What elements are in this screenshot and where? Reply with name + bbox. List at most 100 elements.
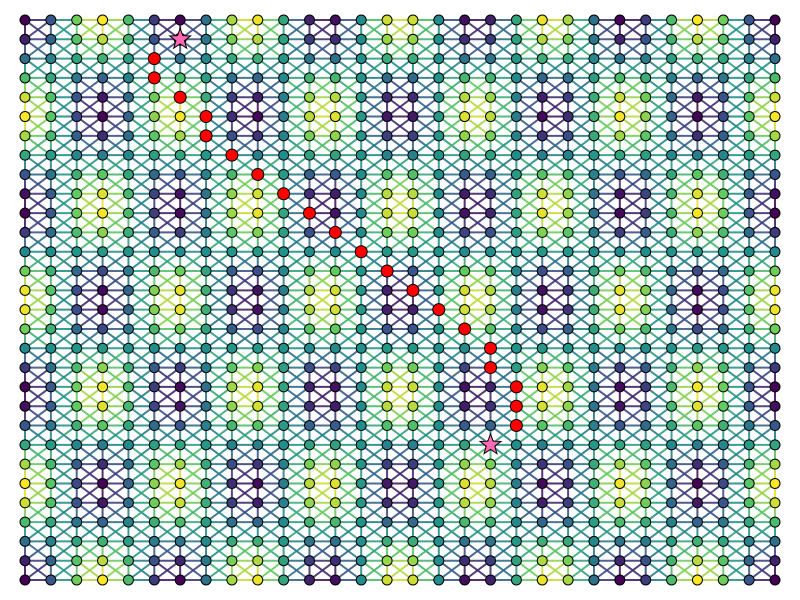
graph-node bbox=[329, 400, 341, 412]
graph-node bbox=[536, 111, 548, 123]
graph-node bbox=[252, 342, 264, 354]
graph-node bbox=[329, 91, 341, 103]
graph-node bbox=[355, 53, 367, 65]
graph-node bbox=[148, 535, 160, 547]
graph-node bbox=[278, 323, 290, 335]
graph-node bbox=[459, 111, 471, 123]
graph-node bbox=[355, 149, 367, 161]
graph-node bbox=[407, 53, 419, 65]
graph-node bbox=[614, 91, 626, 103]
graph-node bbox=[666, 33, 678, 45]
graph-node bbox=[407, 207, 419, 219]
path-node bbox=[432, 303, 446, 317]
graph-node bbox=[71, 168, 83, 180]
graph-node bbox=[691, 362, 703, 374]
graph-node bbox=[459, 226, 471, 238]
graph-node bbox=[433, 497, 445, 509]
graph-node bbox=[252, 91, 264, 103]
graph-node bbox=[743, 14, 755, 26]
graph-node bbox=[381, 91, 393, 103]
graph-node bbox=[640, 555, 652, 567]
graph-node bbox=[278, 342, 290, 354]
graph-node bbox=[485, 168, 497, 180]
graph-node bbox=[45, 342, 57, 354]
graph-node bbox=[303, 226, 315, 238]
graph-node bbox=[407, 188, 419, 200]
graph-node bbox=[743, 168, 755, 180]
graph-node bbox=[614, 458, 626, 470]
graph-node bbox=[174, 111, 186, 123]
graph-node bbox=[97, 265, 109, 277]
graph-node bbox=[459, 516, 471, 528]
graph-node bbox=[278, 477, 290, 489]
graph-node bbox=[562, 535, 574, 547]
graph-node bbox=[303, 458, 315, 470]
graph-node bbox=[71, 226, 83, 238]
graph-node bbox=[717, 207, 729, 219]
graph-node bbox=[666, 188, 678, 200]
graph-node bbox=[226, 420, 238, 432]
graph-node bbox=[691, 381, 703, 393]
graph-node bbox=[329, 72, 341, 84]
graph-node bbox=[45, 362, 57, 374]
graph-node bbox=[769, 342, 781, 354]
graph-node bbox=[45, 226, 57, 238]
graph-node bbox=[381, 207, 393, 219]
graph-node bbox=[485, 33, 497, 45]
graph-node bbox=[588, 477, 600, 489]
path-node bbox=[251, 167, 265, 181]
graph-node bbox=[252, 111, 264, 123]
graph-node bbox=[614, 497, 626, 509]
graph-node bbox=[640, 91, 652, 103]
graph-node bbox=[459, 207, 471, 219]
graph-node bbox=[510, 14, 522, 26]
graph-node bbox=[278, 168, 290, 180]
graph-node bbox=[743, 497, 755, 509]
graph-node bbox=[640, 477, 652, 489]
graph-node bbox=[433, 477, 445, 489]
graph-node bbox=[355, 72, 367, 84]
graph-node bbox=[122, 284, 134, 296]
graph-node bbox=[743, 149, 755, 161]
graph-node bbox=[433, 53, 445, 65]
graph-node bbox=[433, 226, 445, 238]
graph-node bbox=[200, 284, 212, 296]
graph-node bbox=[45, 207, 57, 219]
graph-node bbox=[562, 497, 574, 509]
graph-node bbox=[226, 400, 238, 412]
graph-node bbox=[303, 72, 315, 84]
graph-node bbox=[769, 516, 781, 528]
graph-node bbox=[562, 516, 574, 528]
graph-node bbox=[45, 458, 57, 470]
graph-node bbox=[510, 246, 522, 258]
graph-node bbox=[536, 265, 548, 277]
path-node bbox=[484, 361, 498, 375]
graph-node bbox=[381, 420, 393, 432]
graph-node bbox=[717, 555, 729, 567]
graph-node bbox=[226, 555, 238, 567]
graph-node bbox=[97, 149, 109, 161]
graph-node bbox=[743, 111, 755, 123]
graph-node bbox=[226, 284, 238, 296]
graph-node bbox=[485, 72, 497, 84]
graph-node bbox=[97, 362, 109, 374]
graph-node bbox=[510, 207, 522, 219]
graph-node bbox=[278, 555, 290, 567]
graph-node bbox=[459, 420, 471, 432]
graph-node bbox=[614, 342, 626, 354]
graph-node bbox=[562, 226, 574, 238]
graph-node bbox=[743, 265, 755, 277]
graph-node bbox=[174, 168, 186, 180]
graph-node bbox=[562, 53, 574, 65]
graph-node bbox=[717, 439, 729, 451]
graph-node bbox=[562, 400, 574, 412]
graph-node bbox=[510, 188, 522, 200]
graph-node bbox=[459, 130, 471, 142]
graph-node bbox=[666, 555, 678, 567]
graph-node bbox=[614, 304, 626, 316]
graph-node bbox=[536, 574, 548, 586]
graph-node bbox=[226, 516, 238, 528]
graph-node bbox=[355, 130, 367, 142]
graph-node bbox=[510, 516, 522, 528]
graph-node bbox=[303, 168, 315, 180]
